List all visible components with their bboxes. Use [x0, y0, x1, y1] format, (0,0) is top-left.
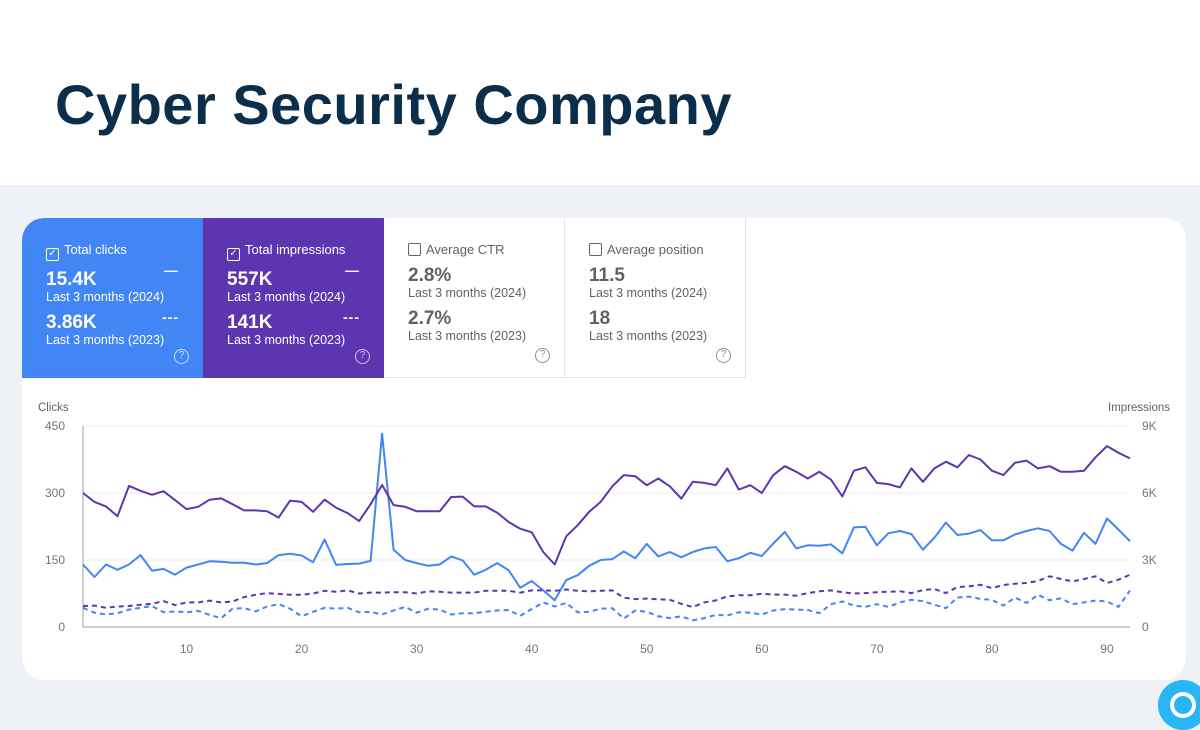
x-tick: 20	[295, 642, 309, 656]
y-tick-left: 450	[45, 419, 65, 433]
checkbox-icon[interactable]	[408, 243, 421, 256]
brand-logo	[1158, 680, 1200, 730]
x-tick: 10	[180, 642, 194, 656]
metric-value-2024: 15.4K	[46, 269, 97, 290]
help-circle-icon[interactable]: ?	[716, 348, 731, 363]
series-line-impressions-2023	[82, 573, 1131, 609]
x-tick: 30	[410, 642, 424, 656]
metric-value-2024: 557K	[227, 269, 273, 290]
y-tick-left: 150	[45, 553, 65, 567]
performance-chart: 0 150 300 450 0 3K 6K 9K 10 20 30 40 50 60 70 80 90	[45, 419, 1157, 656]
help-circle-icon[interactable]: ?	[174, 349, 189, 364]
series-line-clicks-2024	[82, 432, 1131, 602]
checkbox-icon[interactable]: ✓	[227, 248, 240, 261]
legend-solid-line: —	[345, 262, 360, 278]
header: Cyber Security Company	[0, 0, 1200, 185]
y-tick-left: 300	[45, 486, 65, 500]
checkbox-icon[interactable]	[589, 243, 602, 256]
metric-period-2024: Last 3 months (2024)	[589, 286, 708, 300]
metric-value-2023: 18	[589, 308, 611, 329]
x-tick: 80	[985, 642, 999, 656]
legend-dashed-line: ---	[343, 309, 360, 325]
metric-value-2023: 141K	[227, 312, 273, 333]
metric-label: Total impressions	[245, 242, 346, 257]
metric-label: Average CTR	[426, 242, 505, 257]
metric-value-2023: 2.7%	[408, 308, 452, 329]
page-title: Cyber Security Company	[55, 73, 732, 136]
y-tick-right: 3K	[1142, 553, 1157, 567]
metric-value-2024: 2.8%	[408, 265, 452, 286]
y-tick-right: 9K	[1142, 419, 1157, 433]
metric-period-2023: Last 3 months (2023)	[408, 329, 527, 343]
metric-label: Total clicks	[64, 242, 127, 257]
metric-period-2023: Last 3 months (2023)	[227, 333, 346, 347]
y-tick-right: 6K	[1142, 486, 1157, 500]
metric-label: Average position	[607, 242, 704, 257]
x-tick: 70	[870, 642, 884, 656]
y-axis-right-label: Impressions	[1108, 402, 1170, 414]
metric-value-2023: 3.86K	[46, 312, 97, 333]
help-circle-icon[interactable]: ?	[355, 349, 370, 364]
metric-period-2024: Last 3 months (2024)	[46, 290, 165, 304]
y-tick-left: 0	[58, 620, 65, 634]
metric-period-2024: Last 3 months (2024)	[227, 290, 346, 304]
series-line-clicks-2023	[82, 589, 1131, 622]
legend-solid-line: —	[164, 262, 179, 278]
metric-period-2023: Last 3 months (2023)	[589, 329, 708, 343]
metric-card-average-ctr[interactable]: Average CTR 2.8% Last 3 months (2024) 2.…	[384, 218, 565, 378]
y-axis-left-label: Clicks	[38, 402, 69, 414]
metric-period-2023: Last 3 months (2023)	[46, 333, 165, 347]
y-tick-right: 0	[1142, 620, 1149, 634]
metric-card-total-impressions[interactable]: ✓ Total impressions 557K — Last 3 months …	[203, 218, 384, 378]
x-tick: 90	[1100, 642, 1114, 656]
performance-panel: ✓ Total clicks 15.4K — Last 3 months (202…	[22, 218, 1186, 680]
x-tick: 50	[640, 642, 654, 656]
x-tick: 40	[525, 642, 539, 656]
metric-card-total-clicks[interactable]: ✓ Total clicks 15.4K — Last 3 months (202…	[22, 218, 203, 378]
metric-card-average-position[interactable]: Average position 11.5 Last 3 months (202…	[565, 218, 746, 378]
help-circle-icon[interactable]: ?	[535, 348, 550, 363]
metric-period-2024: Last 3 months (2024)	[408, 286, 527, 300]
x-tick: 60	[755, 642, 769, 656]
legend-dashed-line: ---	[162, 309, 179, 325]
metric-value-2024: 11.5	[589, 265, 625, 286]
series-line-impressions-2024	[82, 445, 1131, 566]
checkbox-icon[interactable]: ✓	[46, 248, 59, 261]
